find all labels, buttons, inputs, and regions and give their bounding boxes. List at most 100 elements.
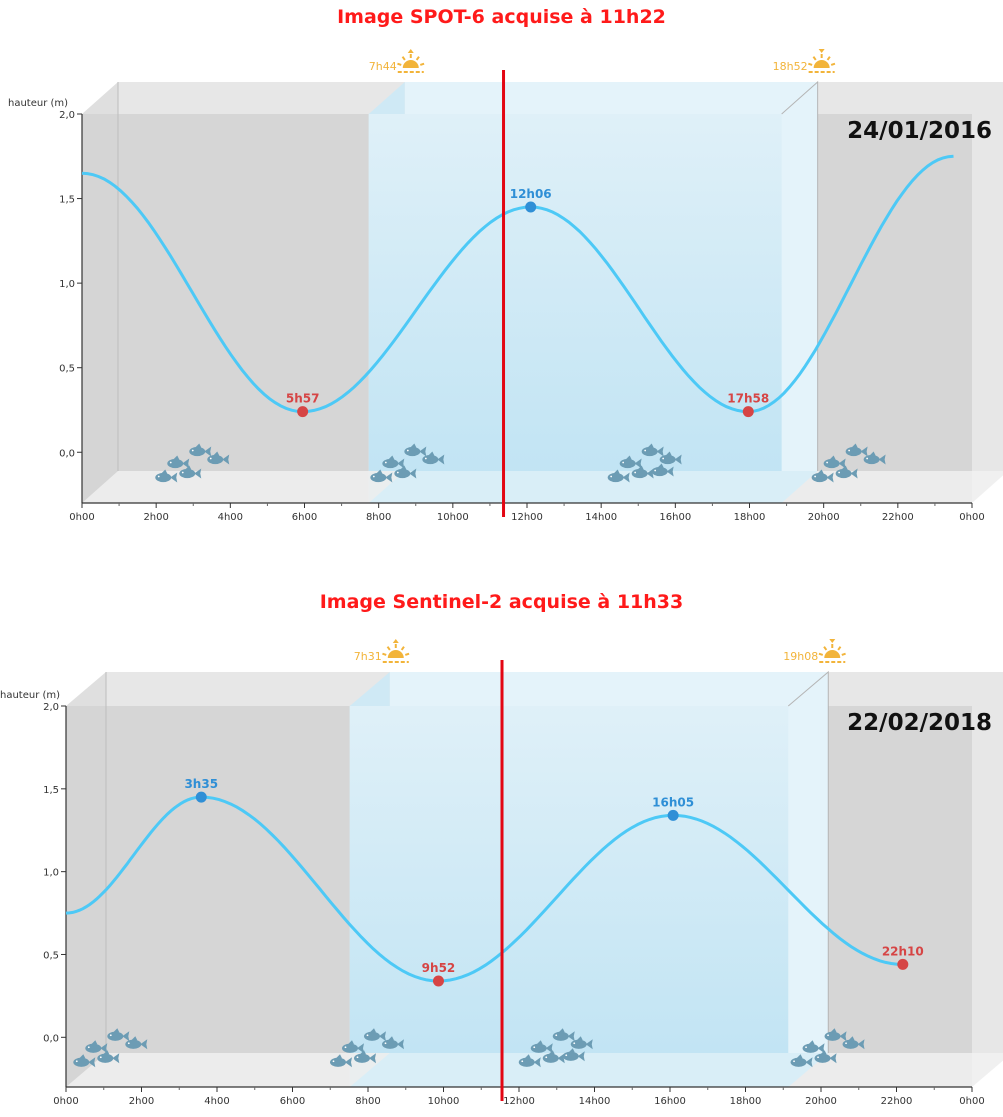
x-tick-label: 0h00 (69, 512, 94, 523)
fish-icon (189, 443, 212, 457)
fish-decor (73, 1028, 865, 1068)
x-tick-label: 10h00 (428, 1096, 460, 1107)
low-tide-point (432, 975, 444, 987)
fish-icon (73, 1054, 96, 1068)
fish-icon (85, 1040, 108, 1054)
y-tick-label: 0,0 (43, 1033, 59, 1044)
fish-icon (845, 443, 868, 457)
y-axis: hauteur (m) 0,0 0,5 1,0 1,5 2,0 (8, 98, 83, 503)
y-tick-label: 1,0 (43, 868, 59, 879)
fish-icon (382, 1036, 404, 1050)
x-tick-label: 16h00 (654, 1096, 686, 1107)
fish-icon (814, 1050, 837, 1064)
x-tick-label: 2h00 (129, 1096, 154, 1107)
low-tide-point (897, 958, 909, 970)
sunset-icon (808, 49, 836, 73)
fish-icon (382, 455, 405, 469)
low-tide-label: 22h10 (882, 944, 924, 958)
high-tide-point (525, 201, 537, 213)
x-tick-label: 22h00 (881, 1096, 913, 1107)
fish-icon (530, 1040, 553, 1054)
x-axis: 0h00 2h00 4h00 6h00 8h00 10h00 12h00 14h00 16h00… (69, 502, 985, 523)
fish-icon (518, 1054, 541, 1068)
high-tide-point (667, 809, 679, 821)
fish-icon (811, 469, 834, 483)
y-axis-label: hauteur (m) (0, 690, 60, 701)
fish-icon (863, 451, 886, 465)
y-tick-label: 2,0 (43, 702, 59, 713)
y-tick-label: 0,5 (43, 950, 59, 961)
low-tide-label: 5h57 (286, 392, 320, 406)
fish-icon (404, 443, 427, 457)
night-area-morning (66, 706, 350, 1087)
fish-icon (552, 1028, 575, 1042)
sunrise-icon (382, 639, 410, 663)
x-tick-label: 2h00 (143, 512, 168, 523)
day-area (349, 706, 789, 1087)
low-tide-label: 17h58 (727, 392, 769, 406)
fish-icon (607, 469, 630, 483)
fish-icon (97, 1050, 120, 1064)
fish-icon (790, 1054, 813, 1068)
x-tick-label: 20h00 (805, 1096, 837, 1107)
fish-icon (330, 1054, 352, 1068)
x-tick-label: 6h00 (280, 1096, 305, 1107)
x-tick-label: 14h00 (585, 512, 617, 523)
tide-chart-2016: hauteur (m) 0,0 0,5 1,0 1,5 2,0 0h00 2h00 4h00 6h… (8, 49, 1003, 523)
sunrise-label: 7h44 (369, 60, 397, 73)
night-area-morning (82, 114, 369, 503)
x-tick-label: 18h00 (734, 512, 766, 523)
high-tide-label: 3h35 (184, 777, 218, 791)
fish-icon (125, 1036, 148, 1050)
tide-panel-2016: Image SPOT-6 acquise à 11h22 hauteur (m)… (8, 6, 1003, 523)
y-tick-label: 0,0 (59, 448, 75, 459)
low-tide-point (297, 406, 309, 418)
tide-chart-2018: hauteur (m) 0,0 0,5 1,0 1,5 2,0 0h00 2h00 4h00 6h… (0, 639, 1003, 1107)
fish-icon (570, 1036, 593, 1050)
night-edge-line (781, 80, 819, 471)
fish-icon (342, 1040, 364, 1054)
y-axis-label: hauteur (m) (8, 98, 68, 109)
y-tick-label: 0,5 (59, 364, 75, 375)
fish-icon (370, 469, 393, 483)
sunrise-icon (397, 49, 425, 73)
low-tide-label: 9h52 (422, 961, 456, 975)
x-tick-label: 16h00 (659, 512, 691, 523)
x-tick-label: 0h00 (959, 1096, 984, 1107)
fish-icon (824, 1028, 847, 1042)
x-tick-label: 8h00 (366, 512, 391, 523)
y-tick-label: 1,0 (59, 279, 75, 290)
x-tick-label: 12h00 (511, 512, 543, 523)
sun-markers: 7h31 19h08 (354, 639, 846, 663)
background (82, 80, 1003, 503)
x-tick-label: 12h00 (503, 1096, 535, 1107)
x-tick-label: 18h00 (730, 1096, 762, 1107)
x-tick-label: 8h00 (355, 1096, 380, 1107)
x-tick-label: 22h00 (882, 512, 914, 523)
fish-icon (802, 1040, 825, 1054)
fish-icon (207, 451, 230, 465)
fish-icon (179, 465, 202, 479)
x-tick-label: 4h00 (218, 512, 243, 523)
x-tick-label: 0h00 (959, 512, 984, 523)
tide-panel-2018: Image Sentinel-2 acquise à 11h33 hauteur… (0, 585, 1003, 1117)
fish-icon (562, 1048, 585, 1062)
sunset-label: 19h08 (783, 650, 818, 663)
high-tide-point (195, 791, 207, 803)
chart-title: Image SPOT-6 acquise à 11h22 (337, 6, 666, 28)
day-area (368, 114, 782, 503)
fish-icon (364, 1028, 386, 1042)
x-tick-label: 10h00 (437, 512, 469, 523)
fish-icon (651, 463, 674, 477)
fish-icon (641, 443, 664, 457)
high-tide-label: 16h05 (652, 795, 694, 809)
y-tick-label: 1,5 (59, 195, 75, 206)
x-tick-label: 20h00 (808, 512, 840, 523)
fish-icon (167, 455, 190, 469)
fish-icon (842, 1036, 865, 1050)
sun-markers: 7h44 18h52 (369, 49, 836, 73)
high-tide-label: 12h06 (510, 187, 552, 201)
chart-title: Image Sentinel-2 acquise à 11h33 (319, 591, 684, 613)
fish-decor (155, 443, 886, 483)
fish-icon (422, 451, 445, 465)
